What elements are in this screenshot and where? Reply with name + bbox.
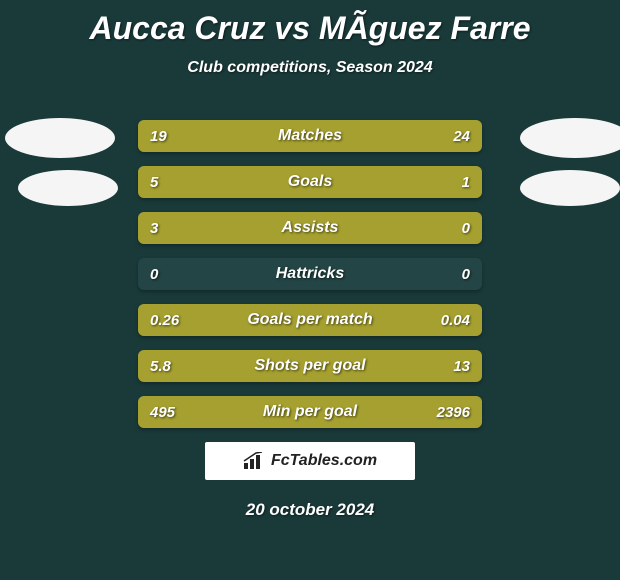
stat-row: 00Hattricks [138,258,482,290]
avatar-left-2 [18,170,118,206]
stat-label: Matches [138,120,482,152]
fctables-logo[interactable]: FcTables.com [205,442,415,480]
stat-row: 51Goals [138,166,482,198]
stat-label: Shots per goal [138,350,482,382]
page-title: Aucca Cruz vs MÃ­guez Farre [0,0,620,47]
date-text: 20 october 2024 [0,500,620,520]
avatar-right-2 [520,170,620,206]
stat-label: Assists [138,212,482,244]
logo-text: FcTables.com [271,452,377,470]
stat-label: Hattricks [138,258,482,290]
stat-label: Min per goal [138,396,482,428]
avatar-right-1 [520,118,620,158]
stat-row: 30Assists [138,212,482,244]
stats-container: 1924Matches 51Goals 30Assists 00Hattricks 0.… [138,120,482,442]
stat-row: 1924Matches [138,120,482,152]
stat-label: Goals per match [138,304,482,336]
stat-row: 4952396Min per goal [138,396,482,428]
stat-row: 0.260.04Goals per match [138,304,482,336]
subtitle: Club competitions, Season 2024 [0,59,620,77]
chart-icon [243,452,265,470]
stat-row: 5.813Shots per goal [138,350,482,382]
avatar-left-1 [5,118,115,158]
stat-label: Goals [138,166,482,198]
